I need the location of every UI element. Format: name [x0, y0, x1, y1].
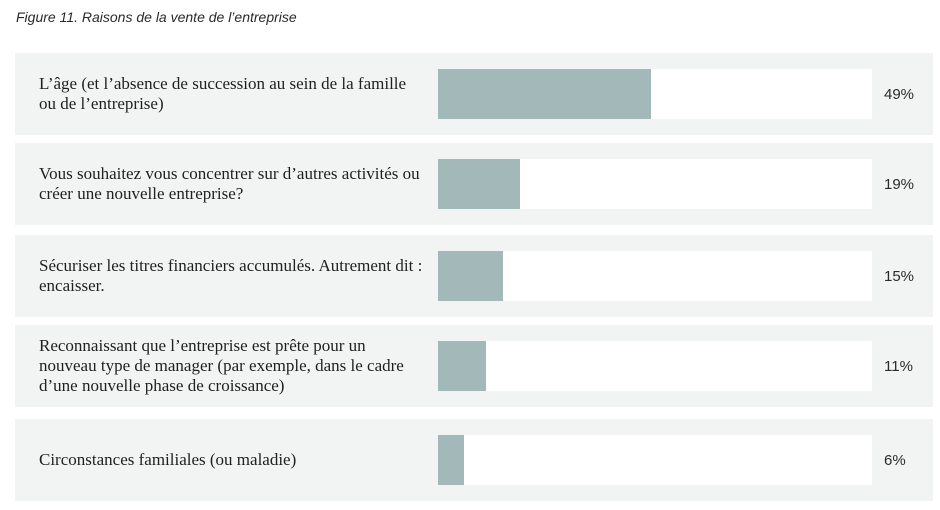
bar [438, 159, 521, 209]
value-label: 19% [884, 175, 915, 193]
bar-track [438, 69, 872, 119]
bar [438, 69, 651, 119]
category-label: Reconnaissant que l’entreprise est prête… [39, 336, 404, 395]
bar [438, 251, 504, 301]
category-label: Circonstances familiales (ou maladie) [39, 450, 297, 469]
chart-row: Circonstances familiales (ou maladie) 6% [15, 419, 933, 501]
bar [438, 341, 486, 391]
bar-track [438, 159, 872, 209]
chart-row: L’âge (et l’absence de succession au sei… [15, 53, 933, 135]
value-label: 15% [884, 267, 915, 285]
category-label: L’âge (et l’absence de succession au sei… [39, 74, 407, 113]
bar [438, 435, 465, 485]
bar-track [438, 341, 872, 391]
chart-row: Sécuriser les titres financiers accumulé… [15, 235, 933, 317]
chart-row: Vous souhaitez vous concentrer sur d’aut… [15, 143, 933, 225]
category-label: Sécuriser les titres financiers accumulé… [39, 256, 423, 295]
value-label: 11% [884, 357, 913, 375]
value-label: 6% [884, 451, 906, 469]
bar-track [438, 251, 872, 301]
chart-row: Reconnaissant que l’entreprise est prête… [15, 325, 933, 407]
value-label: 49% [884, 85, 915, 103]
figure-title: Figure 11. Raisons de la vente de l’entr… [16, 9, 297, 25]
category-label: Vous souhaitez vous concentrer sur d’aut… [39, 164, 420, 203]
bar-track [438, 435, 872, 485]
